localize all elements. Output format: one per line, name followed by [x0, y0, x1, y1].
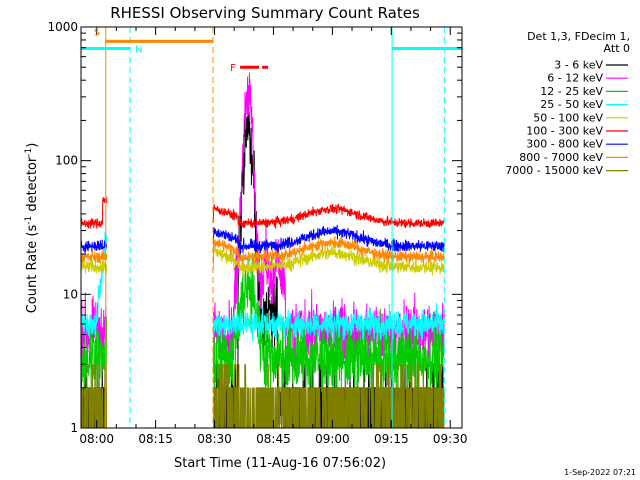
mode-bar-label: N: [135, 45, 142, 56]
series-trace: [212, 72, 445, 377]
legend-entry-label: 12 - 25 keV: [540, 85, 603, 98]
y-axis-label-mid: detector: [25, 156, 40, 216]
series-trace: [81, 257, 107, 274]
footer-timestamp: 1-Sep-2022 07:21: [564, 468, 636, 477]
series-trace: [81, 316, 107, 402]
x-tick-label: 09:30: [433, 432, 468, 446]
y-axis-label-sup1: -1: [24, 216, 34, 225]
mode-markers: [81, 27, 462, 428]
x-tick-label: 08:00: [79, 432, 114, 446]
x-tick-label: 09:15: [374, 432, 409, 446]
legend-entry-label: 3 - 6 keV: [554, 59, 603, 72]
y-tick-label: 1000: [47, 20, 78, 34]
y-axis-label-main: Count Rate (s: [25, 225, 40, 314]
x-tick-label: 08:30: [197, 432, 232, 446]
series-trace: [212, 252, 445, 407]
x-tick-label: 08:15: [138, 432, 173, 446]
legend-entry-label: 7000 - 15000 keV: [505, 164, 603, 177]
chart-title: RHESSI Observing Summary Count Rates: [110, 4, 420, 22]
series-trace: [81, 363, 107, 428]
series-trace: [81, 239, 107, 253]
series-trace: [81, 196, 107, 229]
series-trace: [212, 202, 445, 229]
y-tick-label: 10: [63, 287, 78, 301]
y-tick-label: 1: [70, 421, 78, 435]
legend-entry-label: 100 - 300 keV: [526, 125, 603, 138]
legend-entry-label: 300 - 800 keV: [526, 138, 603, 151]
legend-entry-label: 6 - 12 keV: [547, 72, 603, 85]
axes: 08:00 08:15 08:30 08:45 09:00 09:15 09:30 1 10 10…: [47, 20, 467, 446]
y-axis-label-sup2: -1: [24, 148, 34, 157]
y-axis-label: Count Rate (s-1 detector-1): [24, 143, 40, 314]
plot-frame: [80, 26, 463, 429]
series-trace: [212, 246, 445, 276]
y-tick-label: 100: [55, 154, 78, 168]
mode-bar-label: F: [230, 63, 236, 74]
series-trace: [212, 302, 445, 345]
y-axis-label-end: ): [25, 143, 40, 148]
series-trace: [81, 249, 107, 264]
series-trace: [213, 363, 445, 428]
series-trace: [212, 224, 445, 254]
x-tick-label: 08:45: [256, 432, 291, 446]
legend-entry-label: 25 - 50 keV: [540, 98, 603, 111]
legend-entry-label: 50 - 100 keV: [533, 111, 603, 124]
x-tick-label: 09:00: [315, 432, 350, 446]
mode-bar-label: S: [94, 27, 100, 38]
series-trace: [212, 235, 445, 265]
legend-header-line-2: Att 0: [604, 42, 630, 55]
legend-entry-label: 800 - 7000 keV: [519, 151, 603, 164]
legend-header-line-1: Det 1,3, FDecim 1,: [527, 30, 630, 43]
data-traces: [81, 72, 445, 428]
x-axis-label: Start Time (11-Aug-16 07:56:02): [174, 456, 386, 471]
